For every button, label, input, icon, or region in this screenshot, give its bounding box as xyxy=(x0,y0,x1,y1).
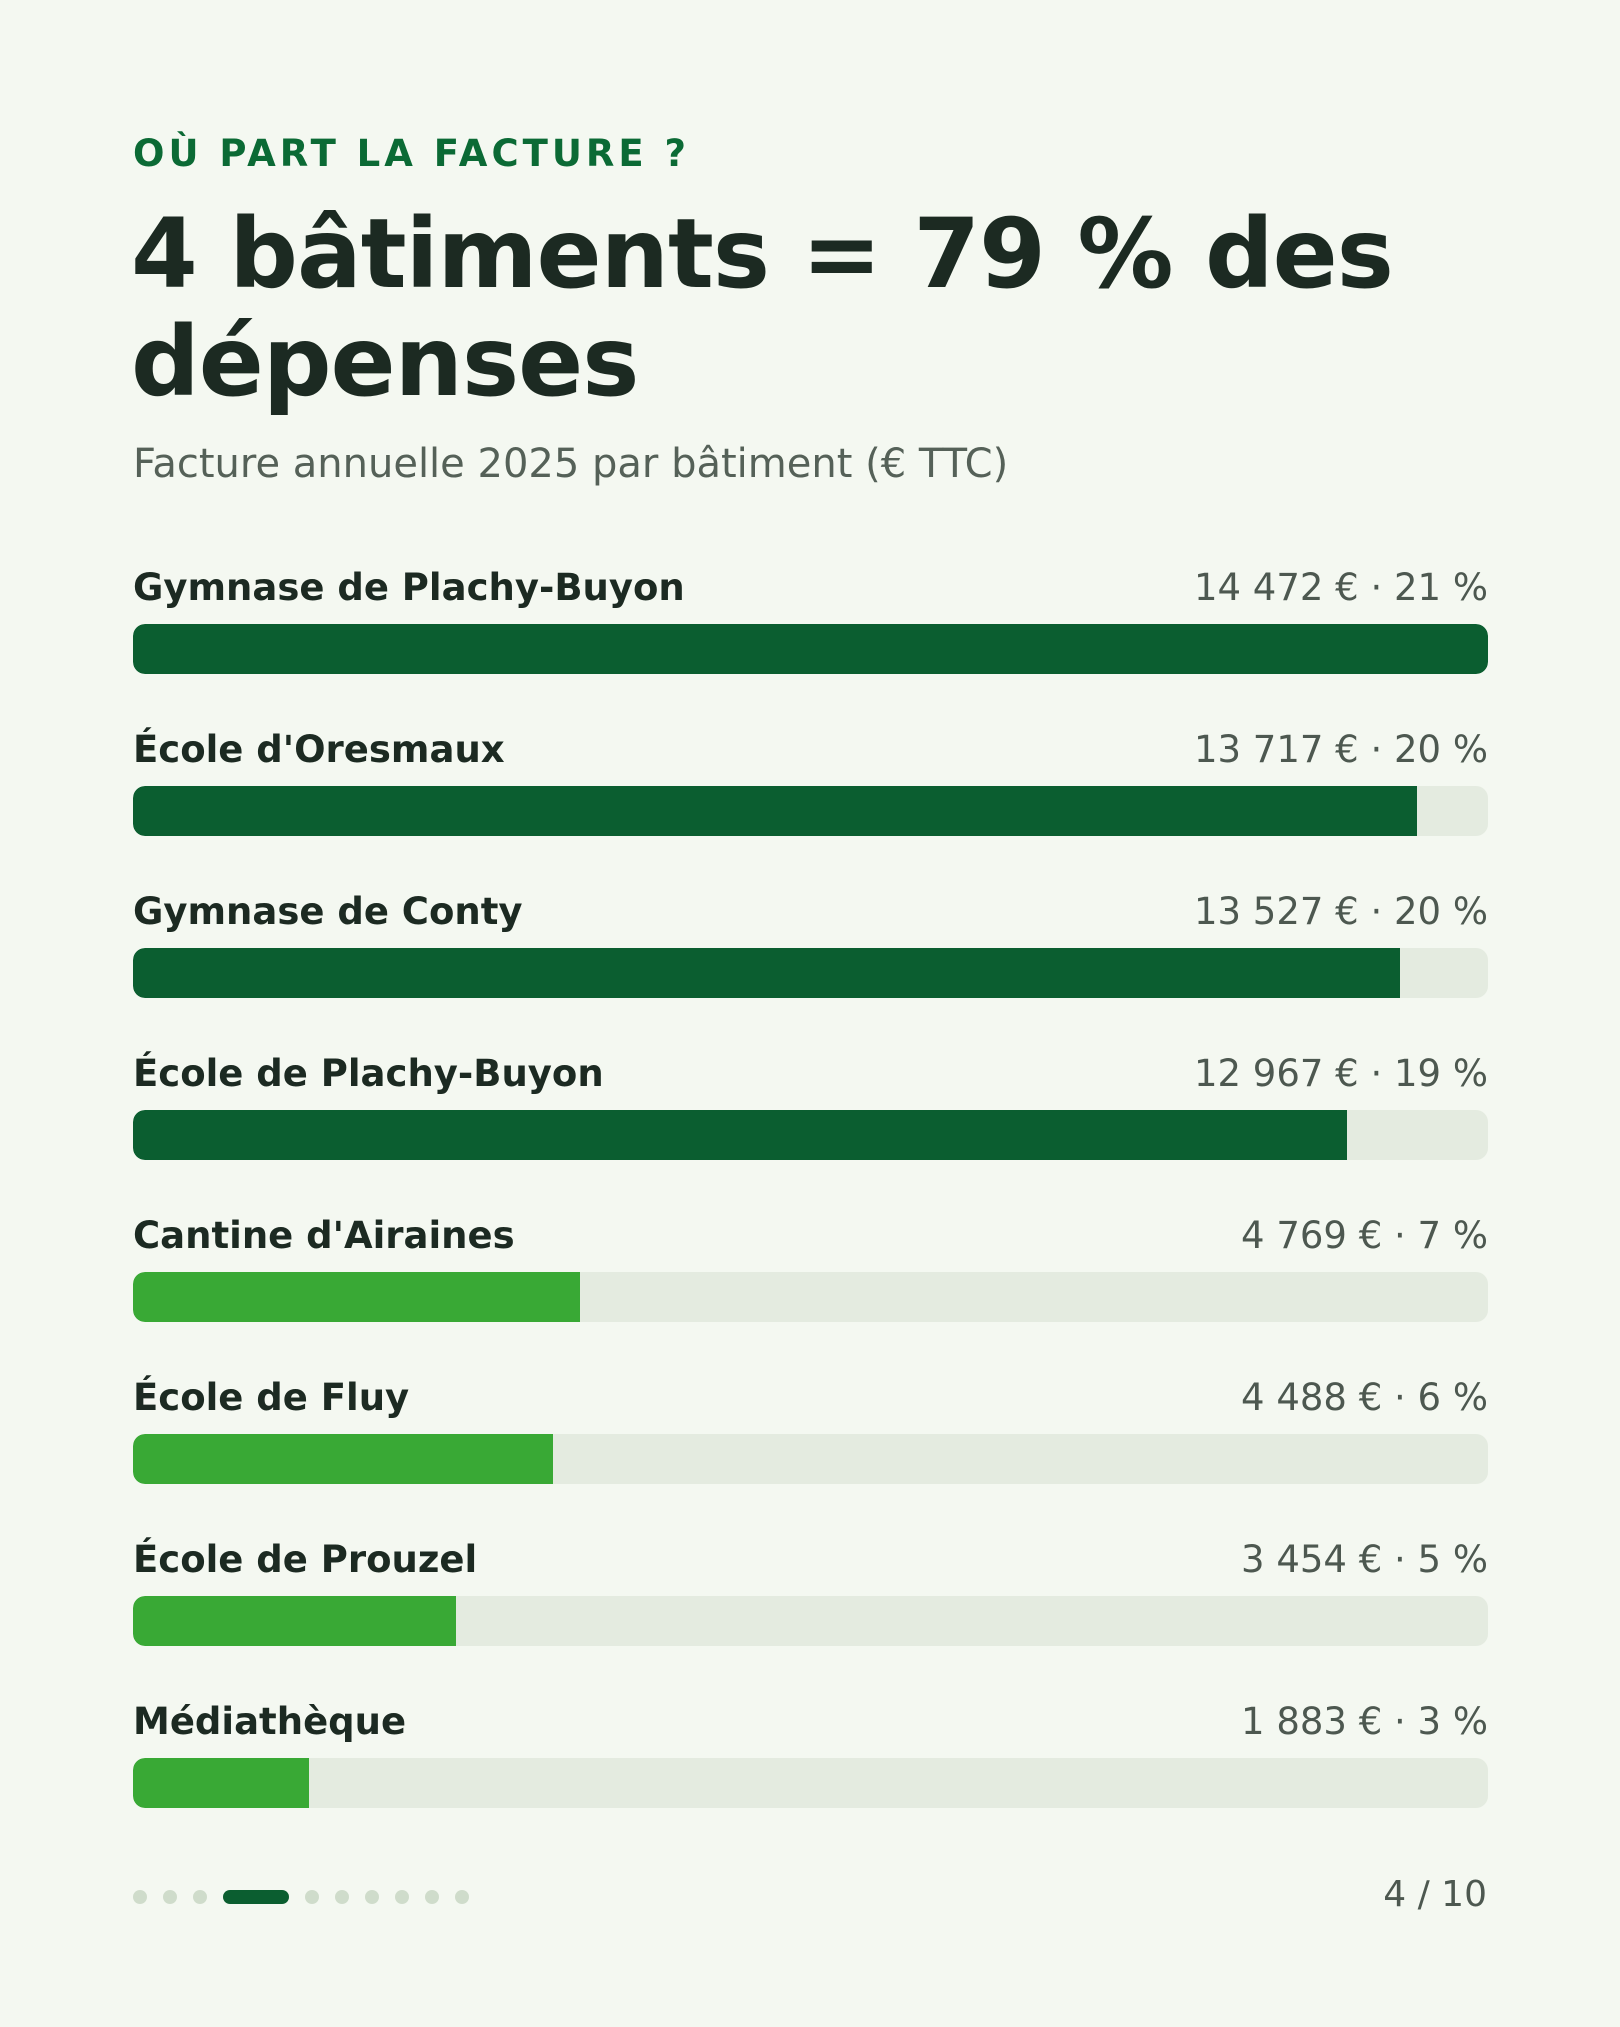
bar-track xyxy=(133,1758,1488,1808)
page-counter: 4 / 10 xyxy=(1383,1874,1487,1915)
bar-value-label: 1 883 € · 3 % xyxy=(1241,1700,1488,1743)
bar-track xyxy=(133,786,1488,836)
pagination-dot-active[interactable] xyxy=(223,1890,289,1904)
bar-chart: Gymnase de Plachy-Buyon 14 472 € · 21 % Éc… xyxy=(133,560,1488,1856)
bar-row: Médiathèque 1 883 € · 3 % xyxy=(133,1694,1488,1856)
eyebrow-label: OÙ PART LA FACTURE ? xyxy=(133,132,690,175)
bar-value-label: 3 454 € · 5 % xyxy=(1241,1538,1488,1581)
bar-row: Gymnase de Plachy-Buyon 14 472 € · 21 % xyxy=(133,560,1488,722)
bar xyxy=(133,786,1418,836)
pagination-dot[interactable] xyxy=(193,1890,207,1904)
bar-row: Cantine d'Airaines 4 769 € · 7 % xyxy=(133,1208,1488,1370)
bar xyxy=(133,1596,457,1646)
page-title: 4 bâtiments = 79 % des dépenses xyxy=(131,198,1394,418)
bar-value-label: 12 967 € · 19 % xyxy=(1193,1052,1488,1095)
pagination-dot[interactable] xyxy=(305,1890,319,1904)
pagination-dots xyxy=(133,1887,485,1907)
bar-category-label: École de Fluy xyxy=(133,1376,410,1419)
bar-category-label: Médiathèque xyxy=(133,1700,407,1743)
bar-category-label: Cantine d'Airaines xyxy=(133,1214,515,1257)
bar xyxy=(133,1272,580,1322)
bar xyxy=(133,624,1488,674)
bar-track xyxy=(133,1596,1488,1646)
bar-category-label: École de Prouzel xyxy=(133,1538,478,1581)
pagination-dot[interactable] xyxy=(425,1890,439,1904)
bar-row: École de Plachy-Buyon 12 967 € · 19 % xyxy=(133,1046,1488,1208)
pagination-dot[interactable] xyxy=(133,1890,147,1904)
bar-track xyxy=(133,1434,1488,1484)
bar-row: École d'Oresmaux 13 717 € · 20 % xyxy=(133,722,1488,884)
bar-track xyxy=(133,1272,1488,1322)
chart-subtitle: Facture annuelle 2025 par bâtiment (€ TT… xyxy=(133,441,1009,487)
pagination-dot[interactable] xyxy=(163,1890,177,1904)
bar-category-label: École de Plachy-Buyon xyxy=(133,1052,604,1095)
bar-value-label: 4 488 € · 6 % xyxy=(1241,1376,1488,1419)
bar-value-label: 4 769 € · 7 % xyxy=(1241,1214,1488,1257)
bar-track xyxy=(133,1110,1488,1160)
bar-row: École de Prouzel 3 454 € · 5 % xyxy=(133,1532,1488,1694)
bar-category-label: Gymnase de Plachy-Buyon xyxy=(133,566,685,609)
bar-value-label: 13 527 € · 20 % xyxy=(1193,890,1488,933)
bar-track xyxy=(133,948,1488,998)
bar xyxy=(133,1758,310,1808)
bar xyxy=(133,1110,1348,1160)
pagination-dot[interactable] xyxy=(395,1890,409,1904)
bar-category-label: Gymnase de Conty xyxy=(133,890,523,933)
bar xyxy=(133,948,1400,998)
pagination-dot[interactable] xyxy=(455,1890,469,1904)
bar-value-label: 14 472 € · 21 % xyxy=(1193,566,1488,609)
bar-row: Gymnase de Conty 13 527 € · 20 % xyxy=(133,884,1488,1046)
pagination-dot[interactable] xyxy=(365,1890,379,1904)
bar-value-label: 13 717 € · 20 % xyxy=(1193,728,1488,771)
bar-row: École de Fluy 4 488 € · 6 % xyxy=(133,1370,1488,1532)
bar-track xyxy=(133,624,1488,674)
bar xyxy=(133,1434,554,1484)
bar-category-label: École d'Oresmaux xyxy=(133,728,505,771)
pagination-dot[interactable] xyxy=(335,1890,349,1904)
